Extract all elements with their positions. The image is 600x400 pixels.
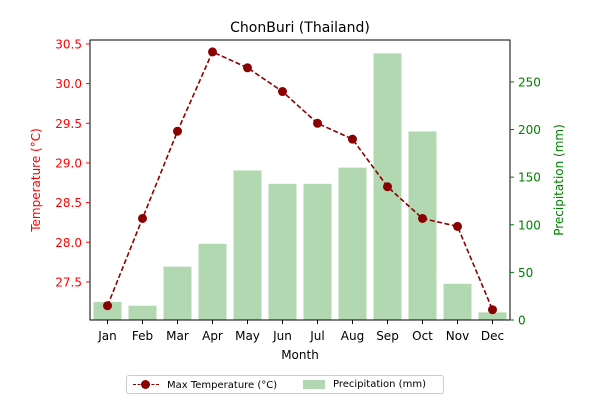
temp-point-nov [453,221,462,231]
x-tick-label-may: May [235,329,260,343]
plot-frame [89,39,511,321]
right-axis-label: Precipitation (mm) [552,124,566,236]
right-tick-label: 250 [518,75,541,89]
precip-bar-jul [303,183,332,320]
x-tick-label-feb: Feb [132,329,153,343]
right-tick-label: 200 [518,123,541,137]
temp-point-dec [488,305,497,315]
temp-point-mar [173,126,182,136]
x-tick-label-apr: Apr [202,329,223,343]
precip-bar-apr [198,243,227,320]
x-tick-label-jun: Jun [272,329,292,343]
temp-point-jun [278,87,287,97]
x-tick-label-oct: Oct [412,329,433,343]
temp-point-jan [103,301,112,311]
legend: Max Temperature (°C) Precipitation (mm) [126,375,444,394]
legend-bar-swatch-icon [303,380,325,389]
x-tick-label-nov: Nov [446,329,469,343]
legend-item-temperature: Max Temperature (°C) [133,379,277,391]
temperature-series [103,47,497,315]
precip-bar-aug [338,167,367,320]
temperature-line [106,50,494,310]
left-tick-label: 30.0 [55,77,82,91]
precip-bar-may [233,170,262,320]
x-tick-label-jan: Jan [97,329,117,343]
x-tick-label-dec: Dec [481,329,504,343]
temp-point-apr [208,47,217,57]
x-tick-label-mar: Mar [166,329,189,343]
right-tick-label: 50 [518,266,533,280]
x-tick-label-aug: Aug [341,329,364,343]
x-tick-label-jul: Jul [309,329,324,343]
left-tick-label: 29.0 [55,156,82,170]
temp-point-feb [138,213,147,223]
chart-title: ChonBuri (Thailand) [230,20,370,36]
right-tick-label: 100 [518,218,541,232]
legend-label-precipitation: Precipitation (mm) [333,379,426,390]
temp-point-may [243,63,252,73]
left-tick-label: 28.5 [55,196,82,210]
legend-label-temperature: Max Temperature (°C) [167,379,278,391]
left-axis-label: Temperature (°C) [29,128,43,233]
temp-point-sep [383,182,392,192]
left-tick-label: 28.0 [55,236,82,250]
precip-bar-oct [408,131,437,320]
x-axis-label: Month [281,348,319,362]
temp-point-oct [418,213,427,223]
precip-bar-jan [93,301,122,320]
temp-point-jul [313,118,322,128]
temp-point-aug [348,134,357,144]
left-tick-label: 29.5 [55,117,82,131]
precip-bar-mar [163,266,192,320]
precip-bar-jun [268,183,297,320]
precip-bar-nov [443,283,472,320]
legend-item-precipitation: Precipitation (mm) [303,379,426,390]
right-tick-label: 150 [518,171,541,185]
precip-bar-dec [478,312,507,320]
right-tick-label: 0 [518,314,526,328]
legend-line-marker-icon [133,379,159,391]
precip-bar-feb [128,305,157,320]
left-tick-label: 27.5 [55,275,82,289]
axes: Jan Feb Mar Apr May Jun Jul Aug Sep Oct Nov Dec 27.5… [55,37,541,343]
left-tick-label: 30.5 [55,37,82,51]
x-tick-label-sep: Sep [376,329,399,343]
